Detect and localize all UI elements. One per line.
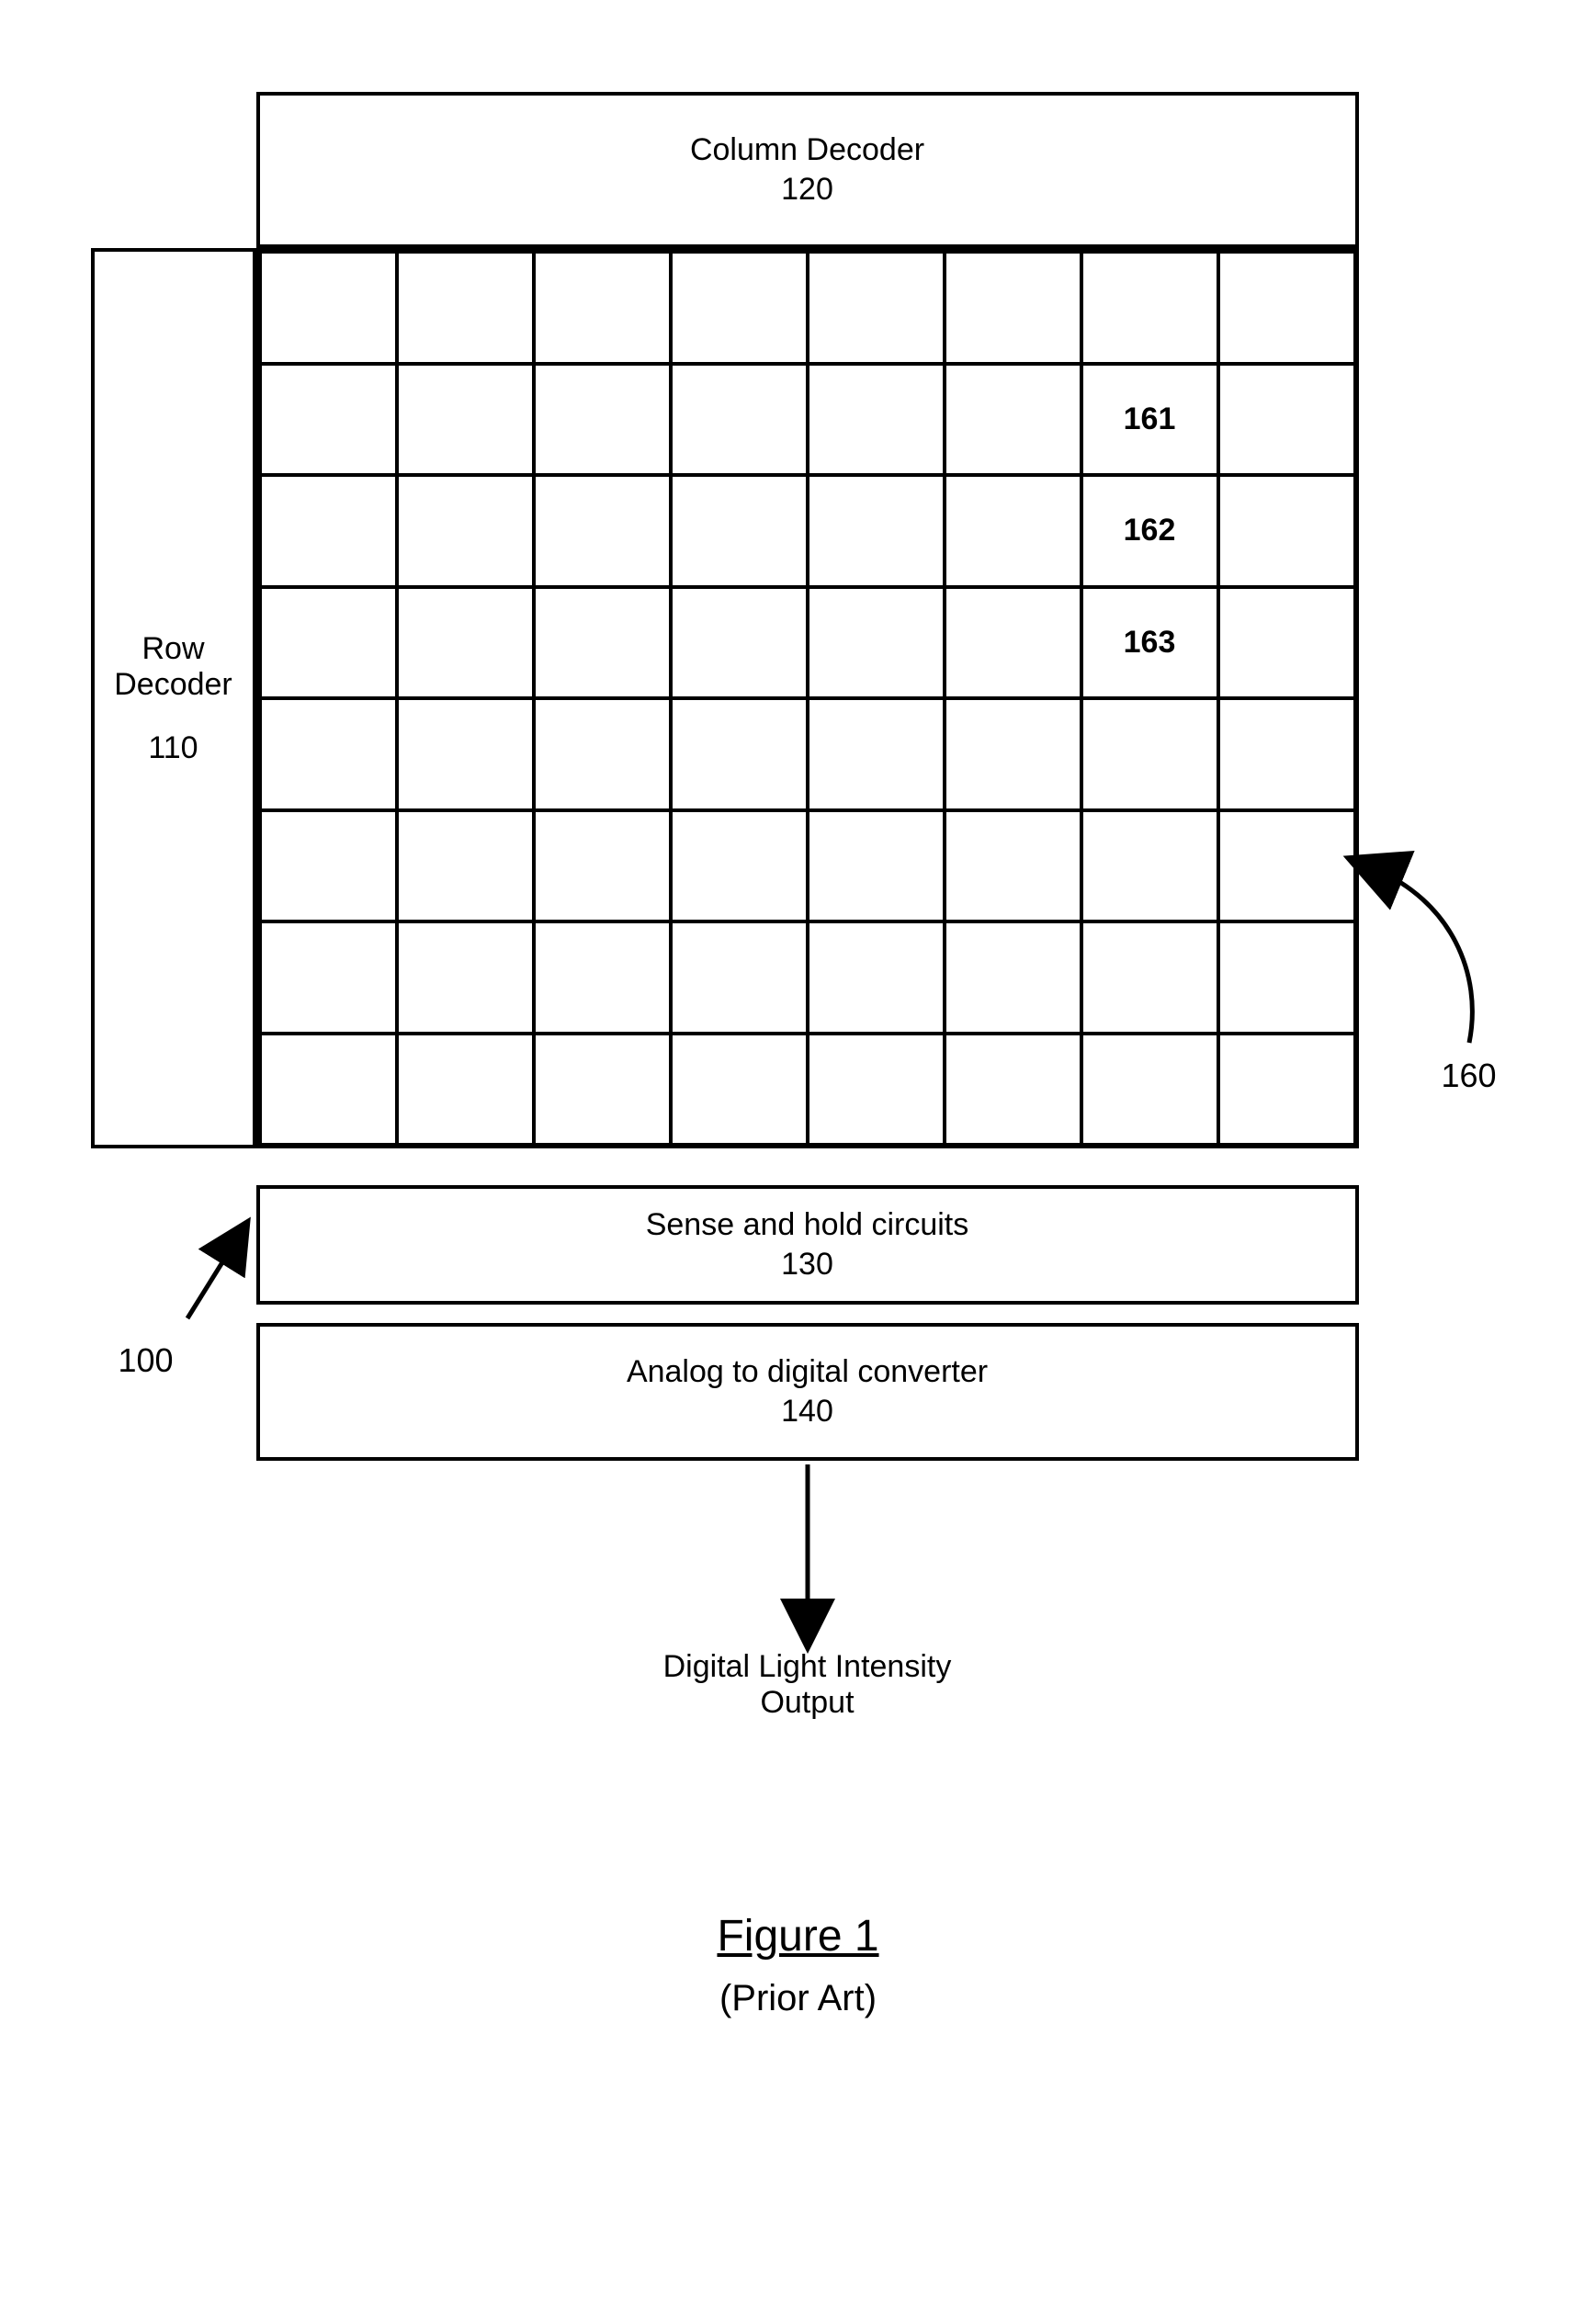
figure-title: Figure 1 (Prior Art) [63,1911,1534,2019]
output-line1: Digital Light Intensity [624,1649,991,1685]
figure-subtitle: (Prior Art) [63,1978,1534,2019]
diagram-canvas: Column Decoder 120 Row Decoder 110 16116… [63,55,1534,2168]
output-arrow [63,55,1534,1709]
output-line2: Output [624,1685,991,1721]
figure-number: Figure 1 [63,1911,1534,1961]
ref-100: 100 [119,1341,174,1380]
output-label: Digital Light Intensity Output [624,1649,991,1721]
ref-160: 160 [1442,1057,1497,1095]
